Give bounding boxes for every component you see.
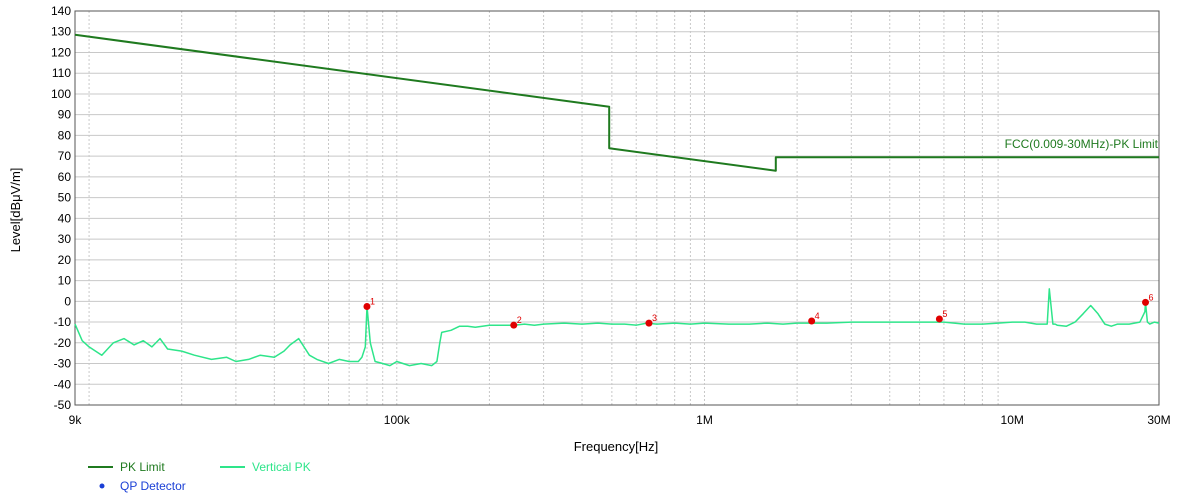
marker-3-dot (645, 319, 653, 327)
marker-6-dot (1142, 298, 1150, 306)
x-tick-label: 100k (384, 413, 411, 427)
legend-label-0: PK Limit (120, 460, 165, 474)
y-tick-label: -40 (54, 377, 72, 391)
marker-2-label: 2 (517, 315, 522, 325)
y-tick-label: 90 (58, 108, 72, 122)
peak-markers: 1 2 3 4 5 6 (363, 292, 1154, 329)
y-tick-label: -30 (54, 357, 72, 371)
y-tick-label: 120 (51, 45, 71, 59)
series-line-vertical-pk (74, 288, 1160, 367)
plot-border (74, 10, 1160, 406)
series-line-pk-limit (74, 33, 1159, 172)
marker-1-dot (363, 303, 371, 310)
marker-4-label: 4 (815, 311, 820, 321)
y-tick-label: -20 (54, 336, 72, 350)
legend-swatch-2 (99, 483, 105, 489)
y-tick-label: 50 (58, 191, 72, 205)
y-tick-label: 70 (58, 149, 72, 163)
marker-6-label: 6 (1149, 292, 1154, 302)
x-tick-label: 10M (1001, 413, 1024, 427)
y-tick-label: 30 (58, 232, 72, 246)
series-lines (74, 33, 1160, 367)
y-tick-label: 60 (58, 170, 72, 184)
marker-3-label: 3 (652, 313, 657, 323)
y-tick-label: 0 (64, 294, 71, 308)
y-tick-labels: 1401301201101009080706050403020100-10-20… (51, 4, 71, 412)
y-tick-label: 20 (58, 253, 72, 267)
marker-5-dot (935, 315, 943, 323)
y-tick-label: -10 (54, 315, 72, 329)
plot-frame (74, 10, 1160, 406)
y-tick-label: 10 (58, 274, 72, 288)
y-tick-label: 110 (52, 66, 71, 80)
y-tick-label: 100 (51, 87, 71, 101)
y-tick-label: 80 (58, 128, 72, 142)
marker-4-dot (808, 317, 816, 325)
y-tick-label: -50 (54, 398, 72, 412)
legend-label-2: QP Detector (120, 479, 186, 493)
x-tick-label: 9k (69, 413, 83, 427)
marker-1-label: 1 (370, 297, 375, 307)
legend: PK Limit Vertical PK QP Detector (88, 460, 311, 493)
y-tick-label: 140 (51, 4, 71, 18)
y-axis-title: Level[dBμV/m] (8, 168, 23, 253)
x-tick-label: 30M (1147, 413, 1170, 427)
marker-2-dot (510, 321, 518, 329)
legend-label-1: Vertical PK (252, 460, 311, 474)
x-tick-labels: 9k 100k 1M 10M 30M (69, 413, 1171, 427)
x-tick-label: 1M (696, 413, 713, 427)
limit-annotation: FCC(0.009-30MHz)-PK Limit (1005, 137, 1159, 151)
marker-5-label: 5 (942, 309, 947, 319)
y-tick-label: 130 (51, 25, 71, 39)
y-tick-label: 40 (58, 211, 72, 225)
x-axis-title: Frequency[Hz] (574, 439, 659, 454)
grid-lines (75, 10, 1159, 406)
